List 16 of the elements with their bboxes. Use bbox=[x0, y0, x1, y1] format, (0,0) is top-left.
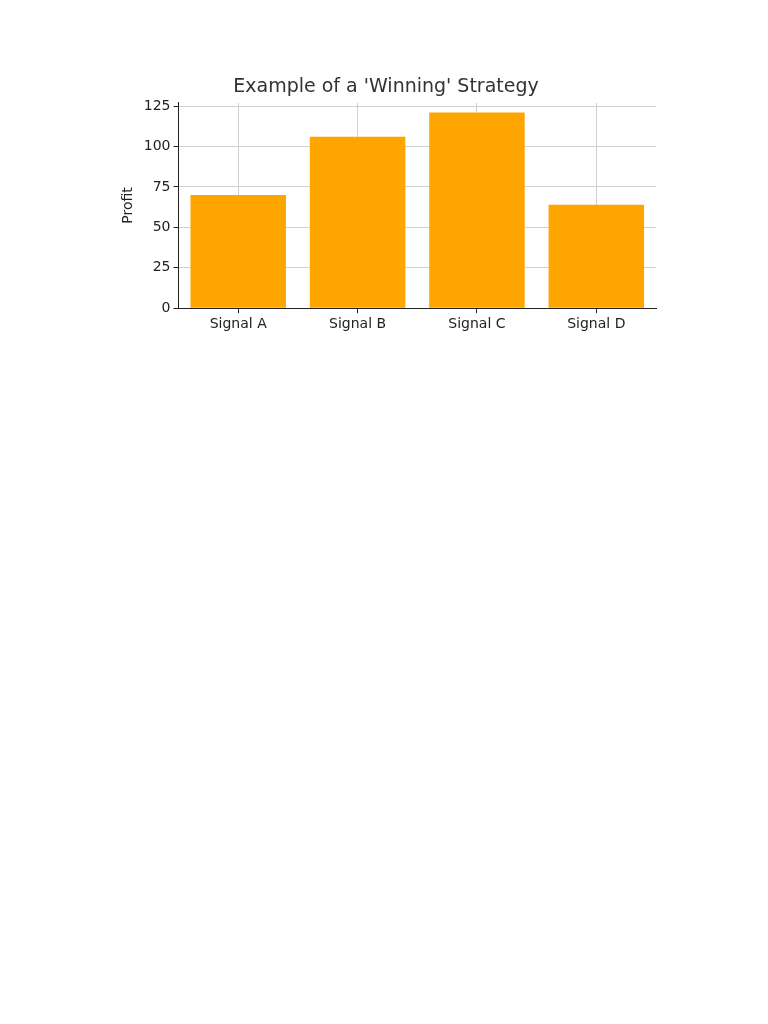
y-axis-title: Profit bbox=[119, 186, 136, 224]
bar bbox=[429, 112, 525, 308]
x-tick-label: Signal D bbox=[567, 315, 626, 332]
bar bbox=[548, 204, 645, 308]
x-tick-label: Signal B bbox=[329, 315, 387, 332]
y-tick-label: 75 bbox=[152, 177, 171, 194]
y-tick-label: 125 bbox=[143, 96, 171, 113]
bar bbox=[190, 194, 286, 308]
y-tick-label: 25 bbox=[152, 258, 171, 275]
bar bbox=[309, 136, 406, 308]
x-tick-label: Signal A bbox=[209, 315, 268, 332]
x-tick-label: Signal C bbox=[448, 315, 506, 332]
y-tick-label: 100 bbox=[143, 137, 171, 154]
y-tick-label: 50 bbox=[152, 217, 171, 234]
chart-title: Example of a 'Winning' Strategy bbox=[233, 74, 539, 97]
y-tick-label: 0 bbox=[161, 298, 171, 315]
